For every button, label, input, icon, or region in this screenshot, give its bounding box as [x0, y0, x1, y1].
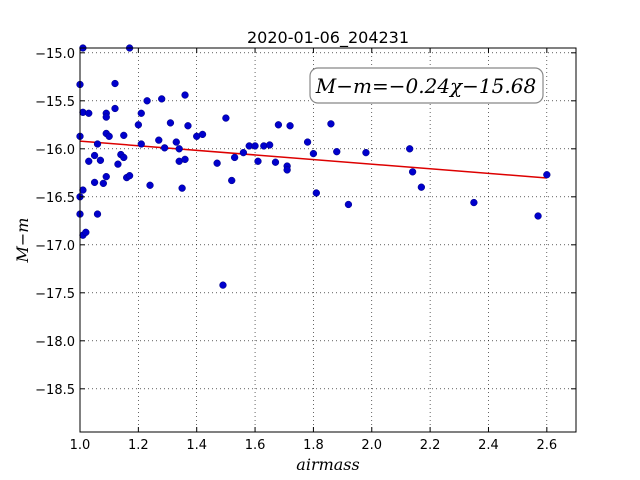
data-point [408, 168, 417, 176]
data-point [417, 183, 426, 191]
data-point [178, 184, 186, 192]
data-point [111, 104, 119, 113]
data-point [99, 179, 107, 188]
data-point [327, 120, 335, 128]
data-point [102, 172, 110, 181]
data-point [158, 95, 166, 103]
data-point [286, 122, 294, 130]
data-point [344, 200, 353, 209]
data-point [93, 210, 102, 218]
data-point [230, 153, 239, 162]
data-point [283, 166, 291, 174]
data-point [219, 281, 227, 289]
data-point [160, 144, 169, 152]
y-tick-labels: −15.0 −15.5 −16.0 −16.5 −17.0 −17.5 −18.0 −18.5 [35, 47, 75, 398]
data-point [90, 178, 99, 187]
data-point [274, 121, 283, 129]
plot-frame [79, 47, 577, 433]
x-axis-label: airmass [296, 455, 359, 474]
data-point [303, 138, 312, 146]
data-point [213, 159, 221, 167]
y-tick-label: −18.0 [35, 335, 75, 350]
x-tick-labels: 1.0 1.2 1.4 1.6 1.8 2.0 2.2 2.4 2.6 [70, 438, 558, 453]
axis-ticks [79, 48, 576, 432]
data-point [265, 141, 274, 149]
data-point [312, 189, 320, 197]
data-point [172, 138, 180, 146]
data-points [76, 44, 551, 289]
x-tick-label: 1.0 [70, 438, 91, 453]
annotation-box [309, 67, 544, 104]
data-point [543, 171, 551, 179]
data-point [198, 130, 207, 139]
data-point [79, 186, 87, 194]
data-point [155, 136, 163, 144]
data-point [82, 228, 90, 236]
x-tick-label: 1.4 [186, 438, 207, 453]
data-point [222, 114, 230, 122]
data-point [309, 149, 318, 158]
data-point [93, 140, 102, 148]
data-point [254, 157, 262, 165]
data-point [85, 157, 93, 165]
data-point [362, 148, 370, 157]
data-point [333, 148, 341, 156]
data-point [137, 140, 145, 148]
data-point [90, 151, 99, 160]
x-tick-label: 1.2 [128, 438, 149, 453]
x-tick-label: 2.2 [420, 438, 441, 453]
data-point [143, 97, 151, 105]
data-point [181, 91, 189, 99]
data-point [534, 212, 542, 220]
data-point [137, 109, 145, 117]
data-point [406, 145, 414, 153]
data-point [251, 142, 259, 150]
data-point [114, 160, 122, 168]
x-tick-label: 2.6 [536, 438, 557, 453]
data-point [239, 148, 248, 157]
data-point [120, 153, 128, 162]
data-point [102, 113, 110, 121]
chart-title: 2020-01-06_204231 [247, 28, 409, 48]
data-point [85, 109, 93, 117]
data-point [184, 122, 192, 130]
grid-lines [80, 48, 576, 432]
y-tick-label: −16.0 [35, 143, 75, 158]
y-axis-label: M−m [13, 218, 32, 264]
y-tick-label: −17.5 [35, 287, 75, 302]
data-point [111, 79, 119, 88]
x-tick-label: 2.4 [478, 438, 499, 453]
fit-line [79, 140, 547, 179]
data-point [271, 158, 280, 166]
x-tick-label: 1.8 [303, 438, 324, 453]
y-tick-label: −15.0 [35, 47, 75, 62]
y-tick-label: −15.5 [35, 95, 75, 110]
data-point [125, 172, 134, 180]
y-tick-label: −17.0 [35, 239, 75, 254]
data-point [181, 155, 189, 164]
data-point [166, 119, 175, 127]
annotation-text: M−m=−0.24χ−15.68 [315, 74, 536, 98]
data-point [175, 145, 183, 153]
y-tick-label: −18.5 [35, 383, 75, 398]
fit-annotation: M−m=−0.24χ−15.68 [309, 67, 544, 104]
x-tick-label: 1.6 [245, 438, 266, 453]
data-point [105, 132, 113, 140]
data-point [146, 181, 154, 189]
y-tick-label: −16.5 [35, 191, 75, 206]
x-tick-label: 2.0 [361, 438, 382, 453]
data-point [120, 131, 128, 140]
data-point [470, 198, 478, 207]
data-point [228, 176, 236, 185]
data-point [134, 121, 143, 129]
data-point [96, 156, 105, 164]
